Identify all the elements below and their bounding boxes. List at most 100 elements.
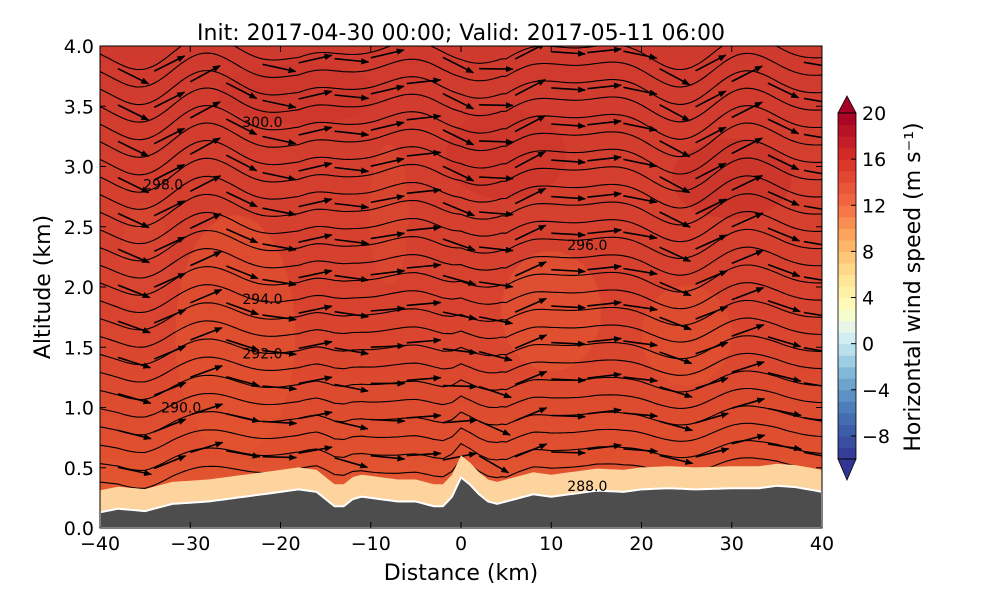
wind-vector xyxy=(190,326,223,341)
wind-vector xyxy=(225,228,259,244)
wind-vector xyxy=(298,89,333,100)
wind-vector xyxy=(370,454,406,462)
colorbar-cells xyxy=(838,113,856,460)
wind-vector xyxy=(731,397,766,409)
wind-vector xyxy=(514,334,548,350)
wind-vector xyxy=(731,324,765,337)
wind-vector xyxy=(406,412,442,420)
wind-vector xyxy=(587,46,622,54)
colorbar-cell xyxy=(838,378,856,391)
wind-vector xyxy=(623,50,658,60)
wind-vector xyxy=(623,412,659,419)
wind-vector xyxy=(587,227,622,235)
chart-title: Init: 2017-04-30 00:00; Valid: 2017-05-1… xyxy=(197,21,725,46)
wind-vector xyxy=(262,419,298,427)
wind-vector xyxy=(298,161,333,172)
colorbar-cell xyxy=(838,412,856,425)
wind-vector xyxy=(587,407,622,415)
wind-vector xyxy=(803,451,822,457)
wind-vector xyxy=(117,140,150,158)
wind-vector xyxy=(262,99,297,110)
wind-vector xyxy=(623,158,658,168)
wind-vector xyxy=(370,157,405,167)
wind-vector xyxy=(406,224,442,232)
wind-vector xyxy=(153,200,186,217)
wind-vector xyxy=(189,175,222,193)
wind-speed-patch xyxy=(671,138,792,219)
wind-vector xyxy=(623,231,658,241)
wind-vector xyxy=(587,118,622,126)
colorbar-tick-label: 0 xyxy=(862,334,874,356)
wind-vector xyxy=(767,154,800,171)
wind-vector xyxy=(695,162,727,180)
wind-vector xyxy=(695,54,727,72)
wind-vector xyxy=(298,268,333,279)
wind-vector xyxy=(189,250,223,267)
isentrope xyxy=(100,52,822,88)
wind-vector xyxy=(659,454,694,465)
wind-vector xyxy=(225,191,258,208)
wind-vector xyxy=(695,198,727,215)
wind-vector xyxy=(334,347,369,356)
colorbar-cell xyxy=(838,297,856,310)
contour-label: 298.0 xyxy=(143,178,183,194)
wind-vector xyxy=(334,238,370,246)
wind-vector xyxy=(659,211,691,228)
wind-vector xyxy=(479,138,514,146)
colorbar-cell xyxy=(838,159,856,172)
colorbar-extend-max xyxy=(837,95,857,114)
wind-vector xyxy=(731,65,763,83)
colorbar-cell xyxy=(838,343,856,356)
wind-speed-patch xyxy=(368,144,409,285)
wind-vector xyxy=(153,455,187,470)
wind-vector xyxy=(551,231,586,238)
wind-vector xyxy=(262,349,297,357)
wind-vector xyxy=(370,268,406,276)
isentrope xyxy=(100,352,822,383)
isentrope xyxy=(100,317,822,348)
wind-vector xyxy=(587,442,622,451)
wind-vector xyxy=(551,86,586,93)
colorbar-tick-label: 16 xyxy=(862,149,886,171)
wind-vector xyxy=(262,454,298,461)
wind-vector xyxy=(442,165,475,182)
wind-vector xyxy=(551,195,586,202)
colorbar-frame xyxy=(837,112,857,460)
plot-area: 300.0 298.0 296.0 294.0 292.0 290.0 288.0 xyxy=(100,46,822,528)
wind-vector xyxy=(298,125,333,136)
wind-vector xyxy=(406,299,442,307)
wind-vector xyxy=(298,233,333,243)
wind-vector xyxy=(117,67,150,85)
wind-vector xyxy=(190,365,223,379)
wind-vector xyxy=(478,420,511,436)
wind-vector xyxy=(803,382,822,387)
wind-vector xyxy=(695,447,730,458)
wind-vector xyxy=(406,77,442,85)
colorbar-cell xyxy=(838,389,856,402)
wind-vector xyxy=(803,311,822,317)
wind-vector xyxy=(514,443,548,458)
wind-vector xyxy=(623,304,658,312)
colorbar-cell xyxy=(838,113,856,126)
wind-vector xyxy=(153,91,186,109)
isentrope xyxy=(100,122,822,158)
y-tick-label: 0.5 xyxy=(64,458,94,480)
isentrope xyxy=(100,87,822,123)
wind-vector xyxy=(117,320,151,334)
wind-vector xyxy=(370,194,405,204)
colorbar-tick-label: −8 xyxy=(862,426,890,448)
x-tick-label: −40 xyxy=(80,533,120,555)
wind-vector xyxy=(478,385,512,399)
wind-vector xyxy=(695,126,727,144)
colorbar-cell xyxy=(838,193,856,206)
wind-vector xyxy=(803,61,822,67)
wind-vector xyxy=(298,339,333,350)
wind-vector xyxy=(731,101,763,119)
wind-vector xyxy=(370,231,406,240)
wind-vector xyxy=(587,335,622,343)
colorbar-cell xyxy=(838,320,856,333)
y-tick-label: 2.0 xyxy=(64,277,94,299)
colorbar-extend-min xyxy=(837,458,857,482)
colorbar-cell xyxy=(838,251,856,264)
